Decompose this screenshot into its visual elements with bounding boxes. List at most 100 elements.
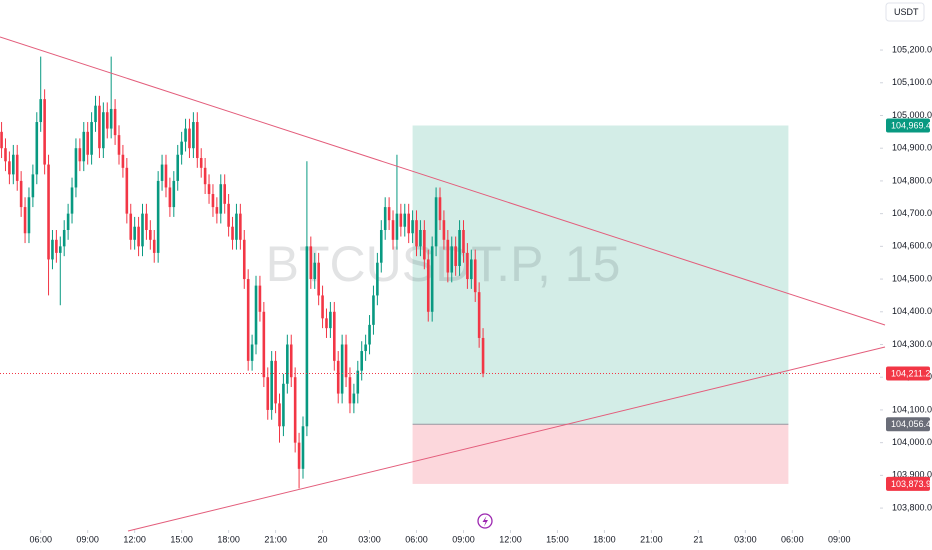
candle-body — [333, 311, 336, 361]
candle-body — [266, 377, 270, 410]
candle-body — [325, 318, 328, 329]
x-tick-label: 15:00 — [170, 534, 193, 544]
candle-body — [66, 213, 70, 230]
x-tick-label: 12:00 — [123, 534, 146, 544]
candle-body — [321, 295, 324, 319]
candle-body — [360, 351, 364, 371]
candle-body — [105, 112, 109, 129]
candle-body — [313, 262, 317, 280]
candle-body — [270, 360, 273, 410]
candle-body — [113, 108, 117, 136]
candle-body — [356, 370, 360, 394]
candle-body — [317, 262, 320, 296]
candle-body — [407, 213, 410, 234]
candle-body — [250, 344, 254, 361]
y-tick-label: 104,700.0 — [892, 208, 932, 218]
candle-body — [137, 226, 140, 247]
position-layer — [412, 125, 789, 484]
candle-body — [254, 285, 258, 345]
candle-body — [235, 213, 238, 240]
candle-body — [352, 393, 356, 404]
candle-body — [473, 259, 477, 293]
candle-body — [4, 148, 7, 162]
candle-body — [78, 148, 82, 162]
candle-body — [168, 187, 172, 208]
trendline — [127, 346, 886, 532]
candle-body — [258, 285, 262, 312]
candle-body — [55, 239, 58, 253]
candle-body — [348, 377, 352, 404]
candle-body — [109, 108, 113, 129]
x-tick-label: 20 — [318, 534, 328, 544]
last-price-tag-label: 104,211.2 — [891, 368, 930, 378]
candle-body — [423, 229, 426, 260]
candle-body — [195, 122, 199, 159]
events-icon[interactable] — [477, 513, 493, 529]
candle-body — [379, 229, 383, 263]
y-tick-label: 103,800.0 — [892, 502, 932, 512]
candle-body — [70, 187, 74, 214]
axis-layer: 103,800.0 103,900.0 104,000.0 104,100.0 104,… — [29, 44, 932, 544]
y-tick-label: 103,900.0 — [892, 470, 932, 480]
candle-body — [90, 122, 93, 155]
x-tick-label: 06:00 — [405, 534, 428, 544]
y-tick-label: 104,300.0 — [892, 339, 932, 349]
x-tick-label: 21:00 — [264, 534, 287, 544]
candle-body — [98, 105, 101, 149]
candle-body — [215, 207, 219, 214]
candle-body — [434, 197, 438, 247]
candle-body — [152, 239, 156, 253]
candle-body — [172, 180, 176, 208]
candle-body — [481, 337, 485, 374]
candle-body — [372, 295, 375, 325]
candle-body — [403, 213, 407, 227]
candle-body — [376, 262, 379, 296]
currency-label: USDT — [894, 7, 919, 17]
x-tick-label: 21:00 — [640, 534, 663, 544]
candle-body — [274, 360, 277, 404]
candle-body — [0, 131, 3, 149]
loss-zone — [412, 424, 789, 484]
candle-body — [74, 148, 78, 188]
y-tick-label: 105,100.0 — [892, 77, 932, 87]
candle-body — [180, 141, 183, 155]
candle-body — [129, 213, 133, 240]
x-tick-label: 06:00 — [781, 534, 804, 544]
candle-body — [82, 131, 86, 162]
candle-body — [149, 229, 152, 240]
candle-body — [156, 180, 160, 253]
candle-body — [458, 229, 461, 266]
candle-body — [301, 426, 305, 469]
x-tick-label: 06:00 — [29, 534, 52, 544]
target-tag — [886, 118, 930, 133]
candle-body — [454, 246, 457, 266]
candle-body — [239, 213, 242, 240]
candle-body — [184, 128, 187, 142]
y-tick-label: 105,000.0 — [892, 110, 932, 120]
currency-button[interactable] — [885, 2, 925, 22]
candle-body — [419, 229, 422, 247]
candle-body — [164, 164, 168, 188]
candle-body — [94, 105, 97, 123]
x-tick-label: 18:00 — [217, 534, 240, 544]
candle-body — [125, 167, 129, 214]
stop-tag-label: 103,873.9 — [891, 479, 931, 489]
y-tick-label: 104,100.0 — [892, 404, 932, 414]
candle-body — [121, 154, 125, 168]
x-tick-label: 18:00 — [593, 534, 616, 544]
candle-body — [391, 220, 395, 240]
x-tick-label: 09:00 — [452, 534, 475, 544]
candle-body — [43, 99, 46, 165]
candle-body — [8, 161, 11, 175]
candle-body — [477, 292, 481, 338]
x-tick-label: 21 — [693, 534, 703, 544]
candle-body — [31, 174, 35, 198]
candle-body — [329, 311, 332, 329]
y-tick-label: 104,900.0 — [892, 143, 932, 153]
y-tick-label: 104,000.0 — [892, 437, 932, 447]
candle-body — [19, 180, 23, 208]
y-tick-label: 104,800.0 — [892, 175, 932, 185]
lightning-icon — [482, 516, 488, 527]
y-tick-label: 105,200.0 — [892, 44, 932, 54]
trendline — [0, 36, 886, 326]
